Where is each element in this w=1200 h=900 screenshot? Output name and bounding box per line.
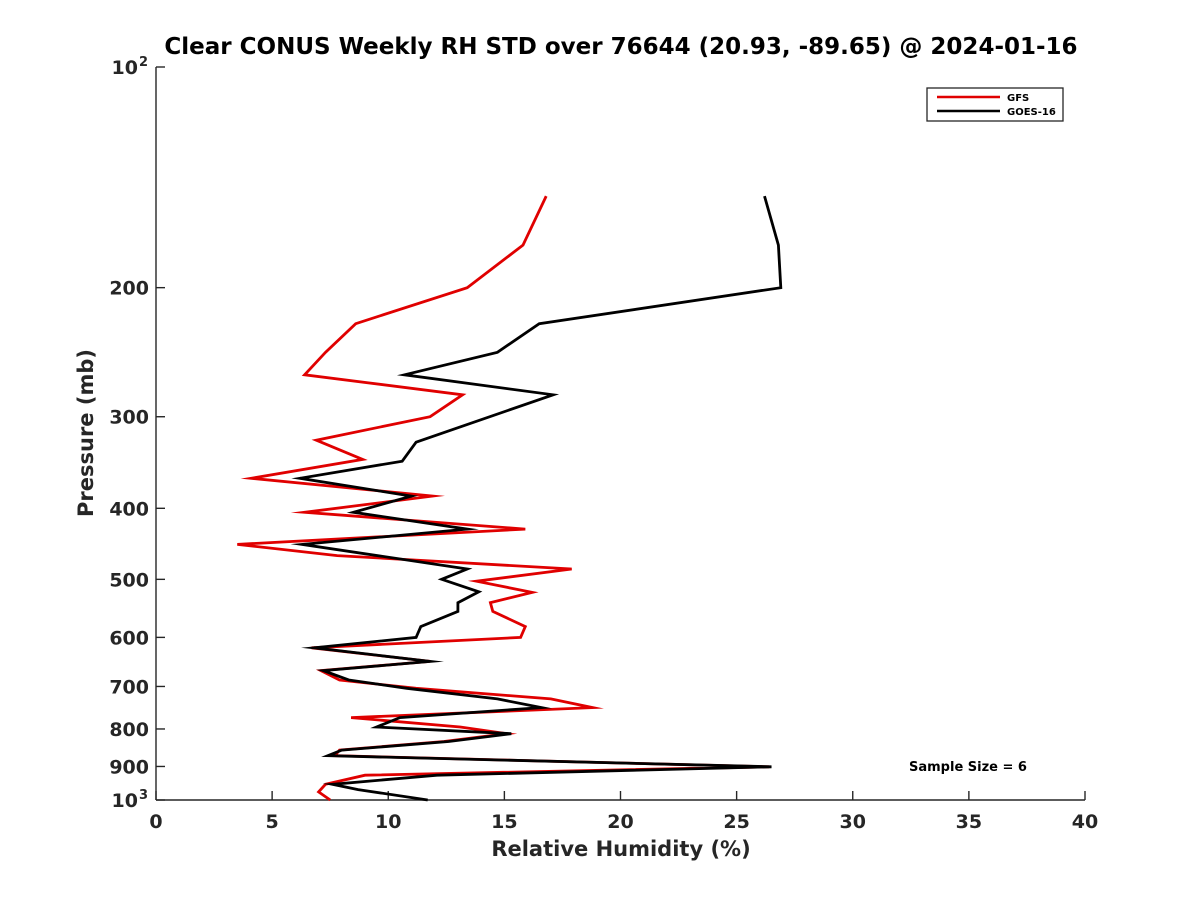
x-ticks: 0 5 10 15 20 25 30 35 40 bbox=[149, 791, 1098, 833]
y-tick-label: 600 bbox=[109, 627, 149, 649]
x-axis-title: Relative Humidity (%) bbox=[491, 837, 750, 861]
x-tick-label: 35 bbox=[956, 811, 982, 833]
y-tick-exponent: 2 bbox=[139, 55, 148, 70]
x-tick-label: 30 bbox=[840, 811, 866, 833]
legend-label: GFS bbox=[1007, 93, 1029, 104]
x-tick-label: 10 bbox=[375, 811, 401, 833]
x-tick-label: 25 bbox=[723, 811, 749, 833]
y-tick-label: 800 bbox=[109, 719, 149, 741]
chart-title: Clear CONUS Weekly RH STD over 76644 (20… bbox=[164, 34, 1077, 60]
legend: GFS GOES-16 bbox=[926, 87, 1064, 122]
legend-label: GOES-16 bbox=[1007, 107, 1056, 118]
x-tick-label: 40 bbox=[1072, 811, 1098, 833]
y-tick-exponent: 3 bbox=[139, 788, 148, 803]
y-tick-label: 700 bbox=[109, 676, 149, 698]
y-tick-label: 10 bbox=[112, 57, 138, 79]
y-tick-label: 900 bbox=[109, 756, 149, 778]
series-line-goes-16 bbox=[290, 195, 783, 802]
y-tick-label: 200 bbox=[109, 278, 149, 300]
legend-box bbox=[926, 87, 1064, 122]
series-layer bbox=[237, 195, 783, 802]
y-tick-label: 500 bbox=[109, 569, 149, 591]
y-tick-label: 300 bbox=[109, 407, 149, 429]
sample-size-annotation: Sample Size = 6 bbox=[909, 760, 1027, 775]
x-tick-label: 15 bbox=[491, 811, 517, 833]
x-tick-label: 0 bbox=[149, 811, 162, 833]
y-axis-title: Pressure (mb) bbox=[74, 349, 98, 517]
x-tick-label: 5 bbox=[266, 811, 279, 833]
legend-items: GFS GOES-16 bbox=[937, 93, 1056, 118]
axes: 0 5 10 15 20 25 30 35 40 10 220030040050060070080… bbox=[109, 55, 1098, 833]
y-tick-label: 400 bbox=[109, 498, 149, 520]
y-tick-label: 10 bbox=[112, 790, 138, 812]
x-tick-label: 20 bbox=[607, 811, 633, 833]
